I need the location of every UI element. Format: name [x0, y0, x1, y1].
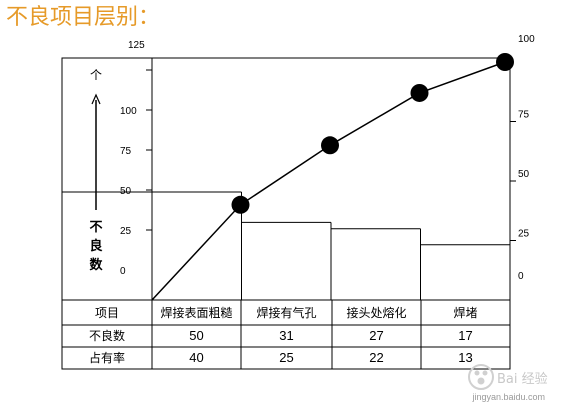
- category-label: 接头处熔化: [346, 305, 406, 320]
- table-cell-value: 27: [369, 328, 383, 343]
- cumulative-line: [151, 53, 514, 301]
- bar: [241, 221, 332, 300]
- y-label-char: 不: [89, 220, 102, 235]
- table-cell-value: 25: [279, 350, 293, 365]
- table-cell-value: 17: [458, 328, 472, 343]
- page-title: 不良项目层别：: [6, 5, 161, 30]
- cumulative-point: [496, 53, 514, 71]
- category-label: 焊接有气孔: [256, 305, 316, 320]
- table-row-label: 不良数: [89, 328, 125, 343]
- cumulative-point: [231, 195, 250, 214]
- left-tick-label: 25: [120, 226, 132, 237]
- watermark-url: jingyan.baidu.com: [472, 392, 545, 402]
- arrow-head: [91, 93, 101, 105]
- left-tick-label: 125: [128, 40, 145, 51]
- left-tick-label: 0: [120, 266, 126, 277]
- table-cell-value: 50: [189, 328, 203, 343]
- table-header-label: 项目: [95, 306, 119, 320]
- svg-text:Bai 经验: Bai 经验: [497, 371, 548, 387]
- left-axis-ticks: 0 25 50 75 100 125: [120, 40, 152, 277]
- arrow-head-glyph: 个: [90, 68, 102, 82]
- cumulative-polyline: [151, 61, 506, 301]
- bar: [420, 244, 511, 300]
- left-tick-label: 100: [120, 106, 137, 117]
- right-tick-label: 25: [518, 229, 530, 240]
- table-cell-value: 40: [189, 350, 203, 365]
- cumulative-point: [410, 83, 429, 102]
- right-tick-label: 50: [518, 169, 530, 180]
- watermark-logo: Bai 经验: [467, 361, 559, 395]
- table-cell-value: 22: [369, 350, 383, 365]
- category-label: 焊接表面粗糙: [160, 305, 232, 320]
- bars: [62, 191, 511, 300]
- left-tick-label: 50: [120, 186, 132, 197]
- right-tick-label: 0: [518, 271, 524, 282]
- y-label-char: 数: [89, 257, 103, 273]
- right-axis-ticks: 0 25 50 75 100: [510, 34, 535, 282]
- bar: [331, 228, 421, 300]
- y-label-char: 良: [89, 238, 102, 254]
- table-cell-value: 31: [279, 328, 293, 343]
- table-row-label: 占有率: [89, 350, 125, 365]
- category-label: 焊堵: [453, 305, 477, 320]
- right-tick-label: 75: [518, 110, 530, 121]
- bar: [152, 191, 242, 300]
- cumulative-point: [321, 136, 339, 155]
- left-tick-label: 75: [120, 146, 132, 157]
- table-cell-value: 13: [458, 350, 472, 365]
- right-tick-label: 100: [518, 34, 535, 45]
